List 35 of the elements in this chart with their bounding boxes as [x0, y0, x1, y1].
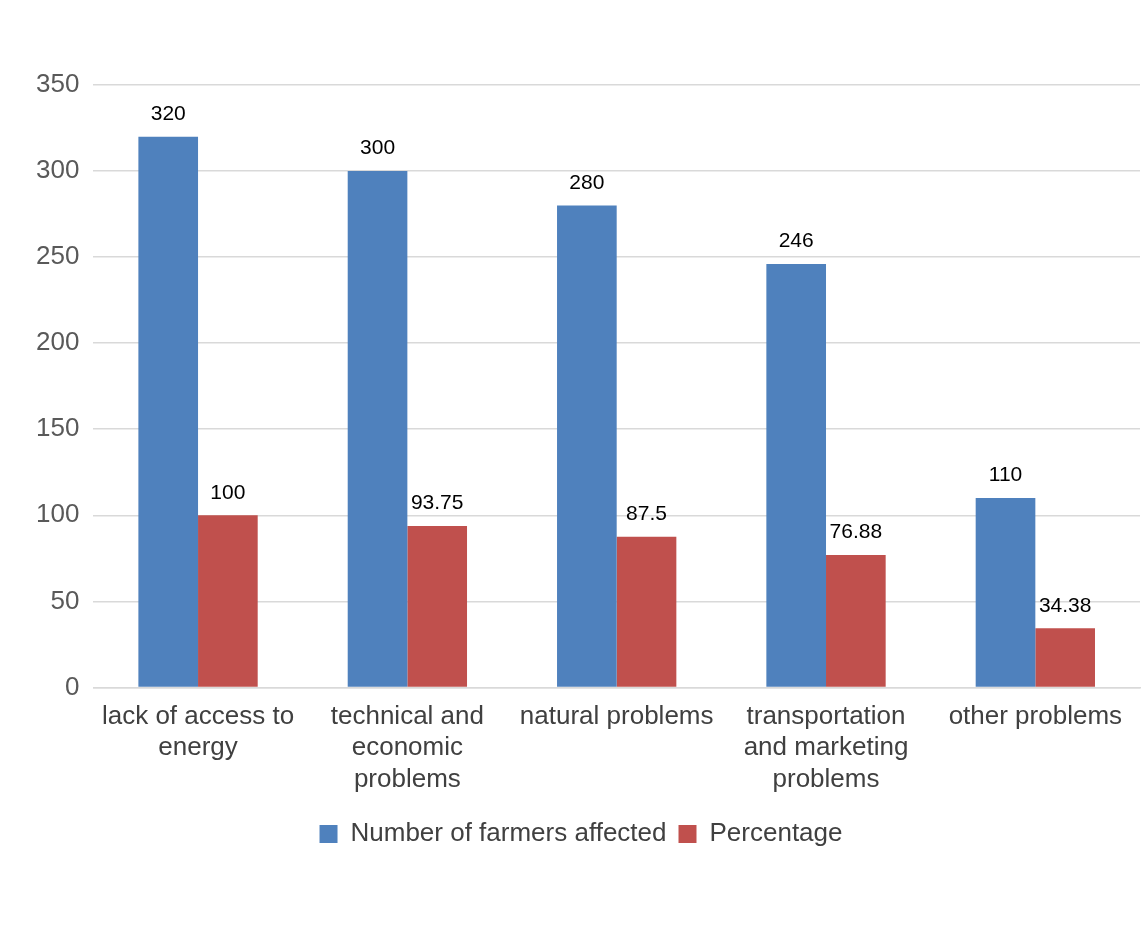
- bar: [347, 171, 408, 687]
- data-label: 300: [360, 135, 396, 159]
- bar: [407, 526, 468, 687]
- data-label: 34.38: [1038, 592, 1092, 616]
- bar: [138, 136, 199, 687]
- bar: [826, 555, 886, 687]
- x-tick-label: natural problems: [519, 700, 714, 731]
- data-label: 76.88: [829, 519, 883, 543]
- y-tick-label: 250: [35, 240, 80, 271]
- y-tick-label: 0: [64, 670, 80, 701]
- legend-label: Percentage: [709, 817, 843, 848]
- x-tick-label: transportation and marketing problems: [743, 700, 909, 793]
- bar: [975, 498, 1036, 687]
- y-tick-label: 350: [35, 68, 80, 99]
- legend-label: Number of farmers affected: [350, 817, 667, 848]
- data-label: 110: [988, 462, 1023, 486]
- data-label: 280: [569, 169, 605, 193]
- x-tick-label: technical and economic problems: [330, 700, 484, 793]
- bar: [557, 205, 617, 687]
- data-label: 320: [150, 100, 186, 124]
- bar: [1035, 628, 1095, 687]
- y-tick-label: 50: [50, 584, 80, 615]
- y-tick-label: 150: [35, 412, 80, 443]
- bar: [766, 264, 827, 687]
- data-label: 246: [778, 228, 814, 252]
- y-tick-label: 100: [35, 498, 80, 529]
- x-tick-label: other problems: [948, 700, 1123, 731]
- bar: [198, 515, 258, 687]
- data-label: 100: [210, 479, 246, 503]
- y-tick-label: 200: [35, 326, 80, 357]
- data-label: 87.5: [626, 501, 667, 525]
- y-tick-label: 300: [35, 154, 80, 185]
- bar: [616, 536, 677, 687]
- data-label: 93.75: [410, 490, 464, 514]
- x-tick-label: lack of access to energy: [101, 700, 295, 762]
